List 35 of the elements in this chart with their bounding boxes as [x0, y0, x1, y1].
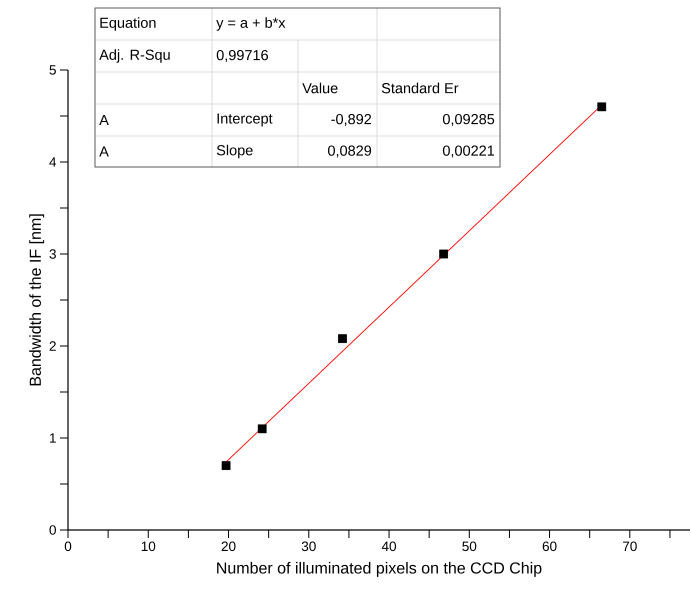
y-tick-label: 4 — [49, 157, 56, 167]
x-tick-label: 40 — [382, 542, 396, 552]
annotation: Intercept — [218, 114, 273, 126]
text: Equation — [100, 17, 156, 31]
annotation: -0,892 — [331, 114, 372, 126]
point — [222, 461, 231, 470]
annotation: 0,09285 — [442, 114, 494, 126]
x-tick-label: 0 — [64, 542, 72, 552]
y-tick-label: 3 — [49, 249, 56, 259]
x-tick-label: 50 — [462, 542, 476, 552]
y-tick-label: 1 — [50, 433, 56, 443]
x-tick-label: 60 — [542, 542, 557, 552]
y-tick-label: 0 — [50, 525, 56, 535]
x-tick-label: 20 — [222, 542, 236, 552]
annotation: 0,0829 — [328, 146, 372, 158]
x-tick-label: 70 — [622, 542, 637, 552]
text: Adj. R-Squ — [99, 49, 170, 63]
point — [597, 102, 606, 112]
annotation: Standard Er — [382, 82, 458, 94]
point — [338, 334, 347, 344]
point — [258, 424, 267, 434]
x-axis-title: Number of illuminated pixels on the CCD Chip — [217, 562, 542, 577]
y-axis-title: Bandwidth of the IF [nm] — [29, 214, 44, 386]
text: 0,99716 — [216, 50, 268, 62]
annotation: Value — [302, 82, 338, 94]
annotation: Slope — [216, 144, 253, 158]
annotation: A — [99, 115, 109, 125]
point — [439, 250, 448, 258]
y-tick-label: 5 — [50, 65, 56, 75]
y-tick-label: 2 — [50, 341, 56, 351]
annotation: 0,00221 — [442, 146, 494, 158]
x-tick-label: 30 — [302, 542, 316, 552]
text: y = a + b*x — [216, 17, 286, 31]
x-tick-label: 10 — [142, 542, 156, 552]
annotation: A — [99, 146, 109, 156]
